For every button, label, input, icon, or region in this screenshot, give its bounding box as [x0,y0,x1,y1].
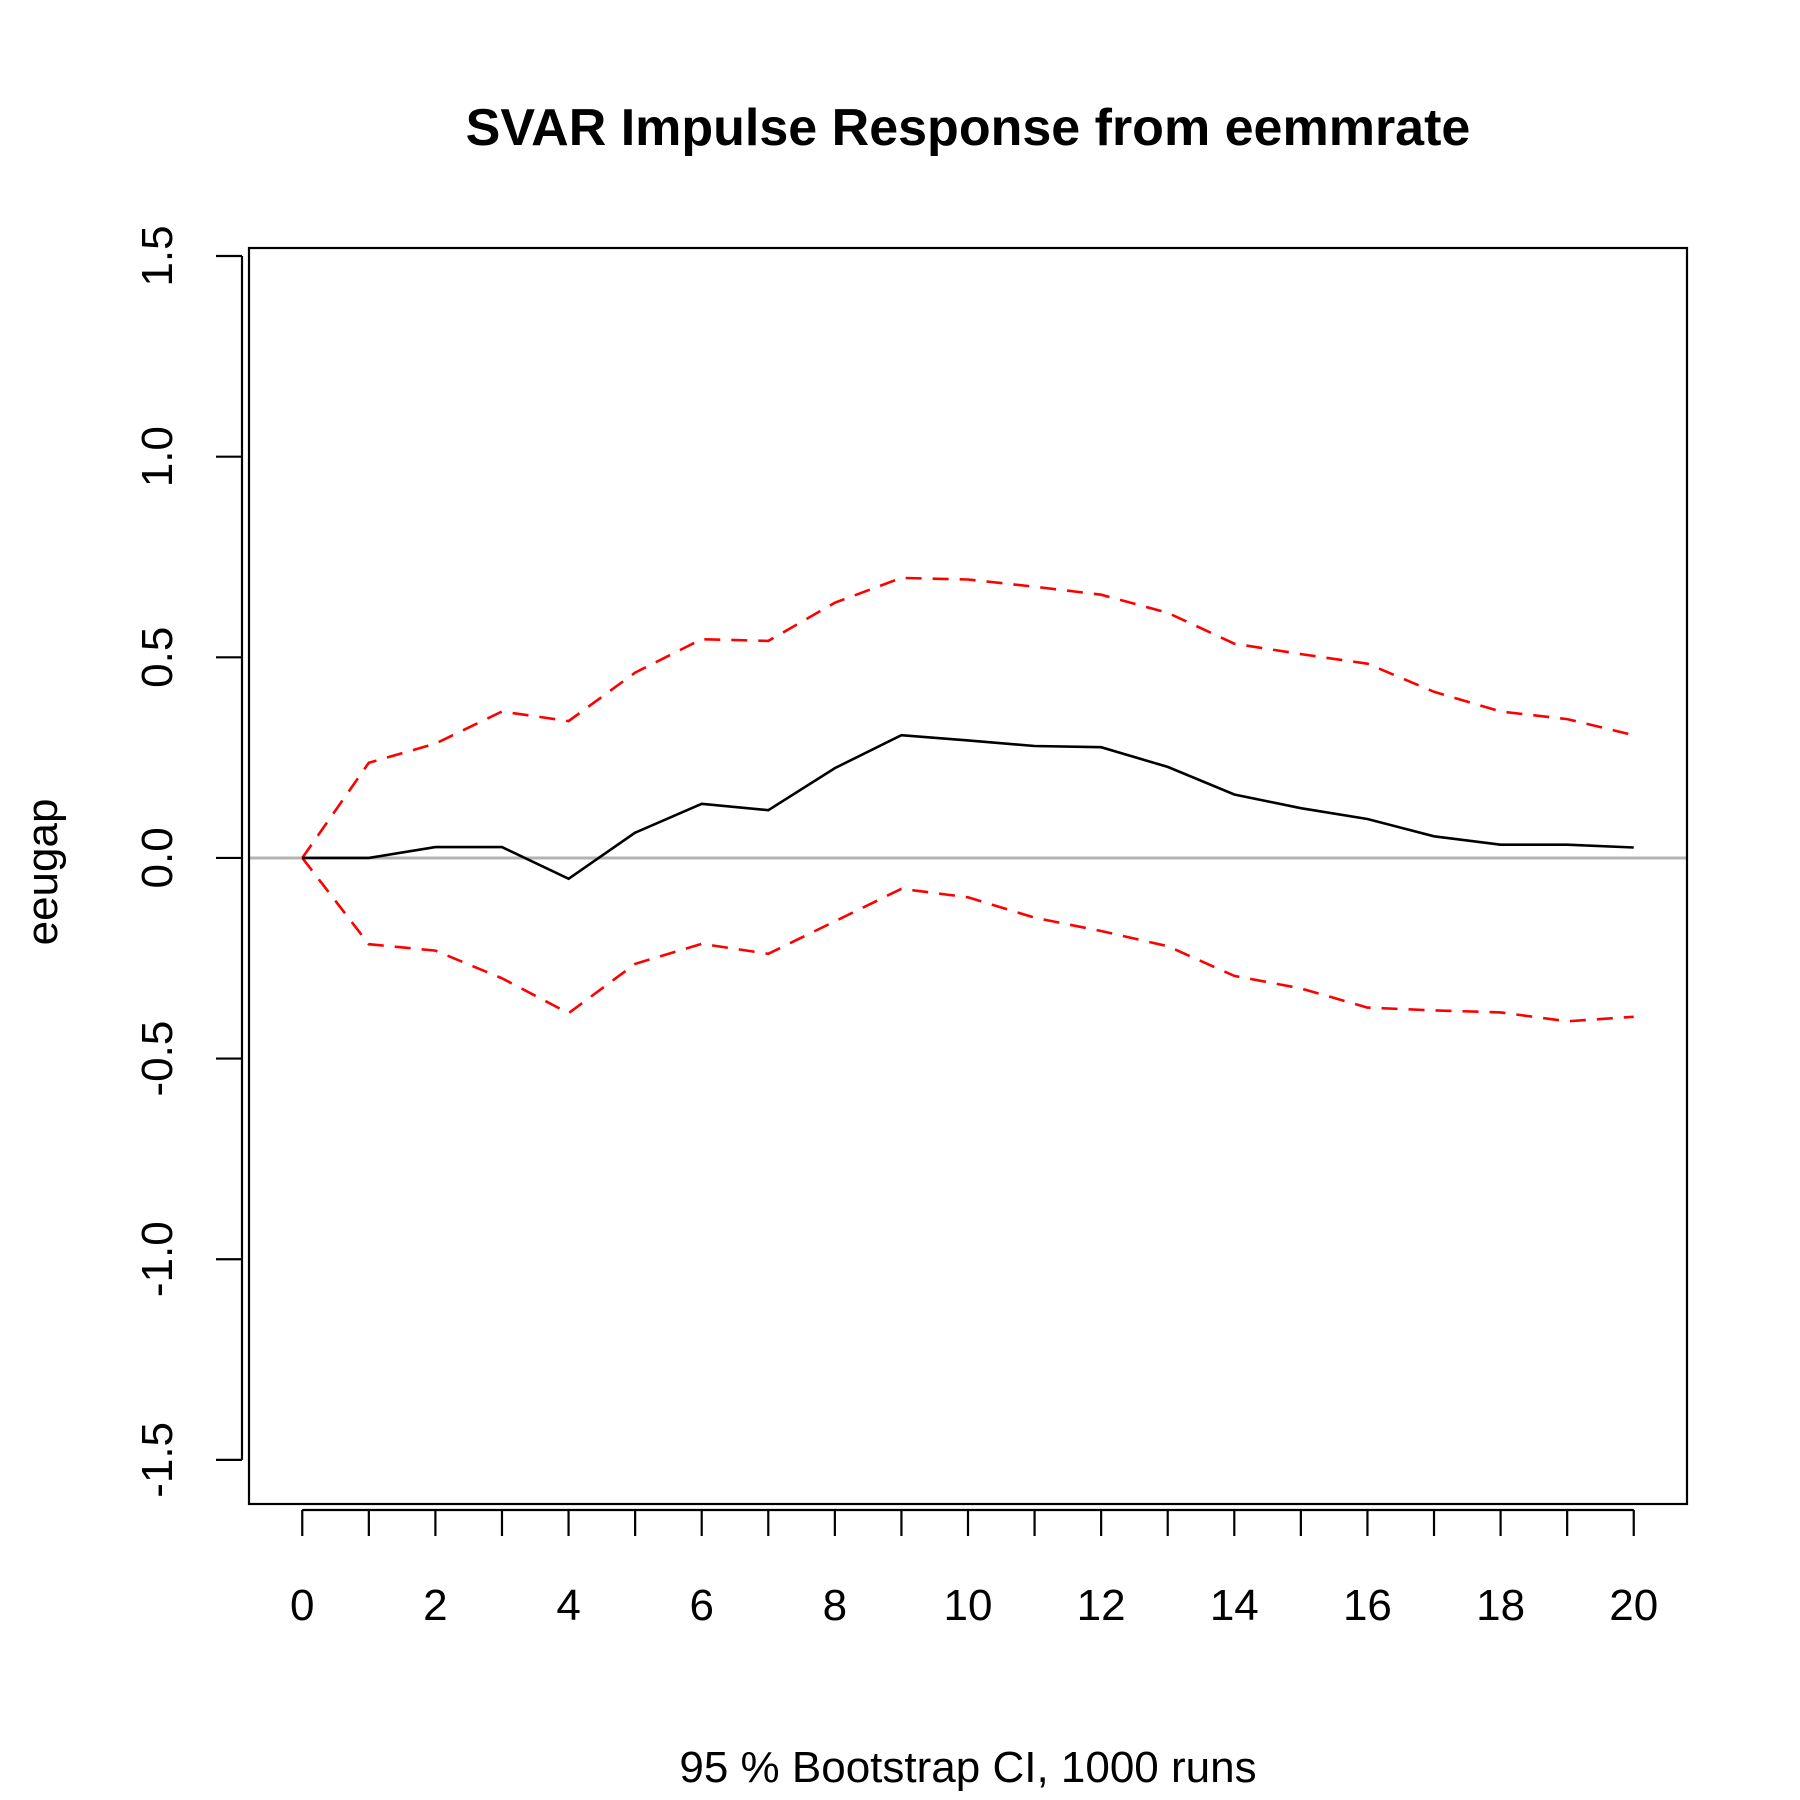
x-tick-label: 6 [689,1581,713,1630]
y-tick-label: -0.5 [133,1021,182,1097]
x-tick-label: 0 [290,1581,314,1630]
irf-line [302,733,1634,881]
x-tick-label: 8 [823,1581,847,1630]
y-tick-label: -1.0 [133,1221,182,1297]
x-tick-label: 20 [1609,1581,1658,1630]
y-tick-label: 1.5 [133,225,182,286]
y-tick-label: 0.5 [133,627,182,688]
x-tick-label: 2 [423,1581,447,1630]
x-tick-label: 4 [556,1581,580,1630]
y-axis-label: eeugap [18,799,67,946]
x-tick-label: 18 [1476,1581,1525,1630]
chart-title: SVAR Impulse Response from eemmrate [466,99,1471,157]
x-axis-label: 95 % Bootstrap CI, 1000 runs [679,1743,1256,1792]
lower-ci-line [301,857,1634,1023]
y-tick-label: 1.0 [133,426,182,487]
y-tick-label: -1.5 [133,1422,182,1498]
x-axis: 0 2 4 6 8 10 12 14 16 18 20 [290,1508,1658,1630]
x-tick-label: 12 [1077,1581,1126,1630]
plot-frame [247,246,1689,1506]
upper-ci-line [301,576,1635,859]
x-tick-label: 10 [944,1581,993,1630]
y-tick-label: 0.0 [133,827,182,888]
x-tick-label: 14 [1210,1581,1259,1630]
x-tick-label: 16 [1343,1581,1392,1630]
y-axis: -1.5 -1.0 -0.5 0.0 0.5 1.0 1.5 [133,225,244,1498]
